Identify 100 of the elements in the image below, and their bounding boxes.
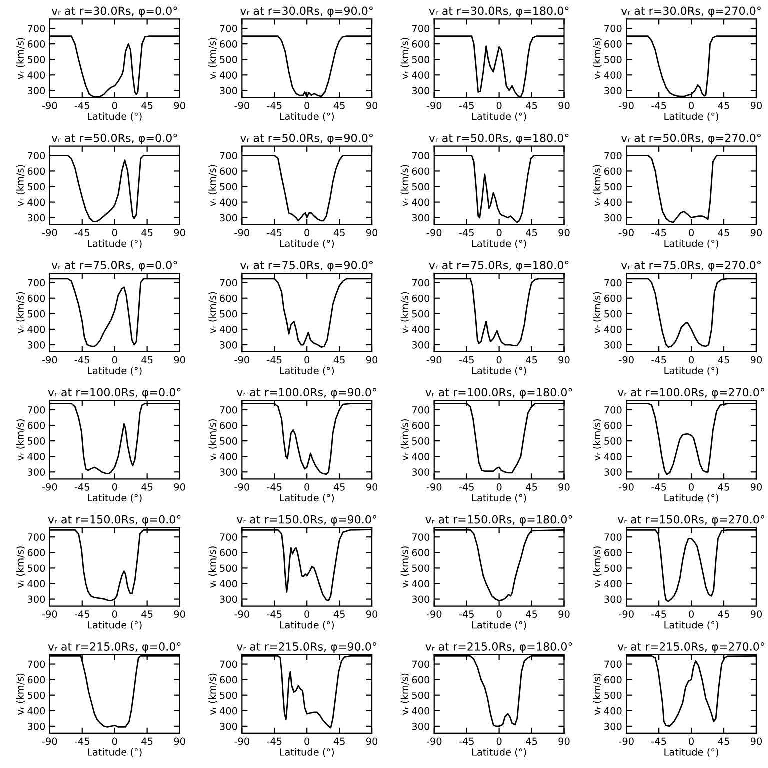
x-tick-label: 90 (558, 102, 570, 110)
y-tick-label: 700 (28, 279, 46, 287)
y-tick-label: 600 (412, 549, 430, 556)
y-tick-label: 300 (412, 87, 430, 95)
x-tick-label: 90 (366, 610, 378, 618)
chart-title: vᵣ at r=50.0Rs, φ=0.0° (52, 134, 178, 144)
x-tick-label: 45 (526, 102, 538, 110)
y-tick-label: 500 (412, 564, 430, 572)
y-tick-label: 300 (604, 596, 622, 604)
y-tick-label: 600 (220, 40, 238, 48)
y-tick-label: 400 (28, 707, 46, 715)
y-tick-label: 300 (604, 468, 622, 476)
y-tick-label: 600 (220, 549, 238, 556)
x-axis-title: Latitude (°) (280, 494, 334, 503)
x-axis-title: Latitude (°) (88, 621, 142, 630)
x-tick-label: 0 (496, 229, 502, 237)
y-axis-title: vᵣ (km/s) (400, 420, 410, 461)
x-tick-label: -90 (426, 229, 442, 237)
x-tick-label: 0 (112, 483, 118, 491)
y-tick-label: 300 (220, 722, 238, 730)
x-tick-label: -45 (459, 229, 474, 237)
x-axis-title: Latitude (°) (280, 112, 334, 122)
x-tick-label: 45 (334, 356, 345, 364)
y-tick-label: 300 (28, 214, 46, 222)
y-tick-label: 500 (604, 438, 622, 445)
x-tick-label: -90 (42, 102, 58, 110)
y-axis-title: vᵣ (km/s) (16, 420, 26, 461)
x-tick-label: -45 (74, 484, 90, 491)
y-tick-label: 400 (412, 707, 430, 715)
y-tick-label: 400 (220, 198, 238, 206)
y-axis-title: vᵣ (km/s) (593, 420, 602, 461)
y-tick-label: 700 (28, 660, 46, 668)
y-tick-label: 600 (28, 676, 46, 684)
y-tick-label: 400 (220, 453, 238, 460)
y-tick-label: 500 (220, 564, 238, 572)
x-tick-label: -90 (234, 102, 250, 110)
x-tick-label: -45 (652, 738, 666, 746)
y-tick-label: 300 (28, 722, 46, 730)
y-tick-label: 400 (28, 580, 46, 588)
x-tick-label: 0 (496, 483, 502, 491)
y-tick-label: 300 (220, 468, 238, 476)
y-axis-title: vᵣ (km/s) (208, 165, 218, 206)
y-tick-label: 500 (412, 56, 430, 64)
y-tick-label: 600 (604, 676, 622, 684)
y-tick-label: 700 (604, 152, 622, 160)
y-tick-label: 500 (604, 564, 622, 572)
x-tick-label: 45 (334, 102, 345, 110)
y-tick-label: 300 (604, 722, 622, 730)
y-tick-label: 400 (412, 580, 430, 588)
y-axis-title: vᵣ (km/s) (16, 546, 26, 588)
y-tick-label: 700 (412, 534, 430, 541)
y-tick-label: 600 (220, 422, 238, 430)
y-tick-label: 600 (412, 168, 430, 176)
x-tick-label: -45 (267, 484, 282, 491)
y-tick-label: 300 (412, 468, 430, 476)
y-tick-label: 500 (220, 692, 238, 700)
x-tick-label: -45 (74, 102, 90, 110)
y-tick-label: 300 (28, 468, 46, 476)
x-tick-label: 45 (142, 484, 153, 491)
y-tick-label: 400 (28, 198, 46, 206)
y-tick-label: 600 (28, 168, 46, 176)
x-tick-label: 90 (174, 738, 186, 746)
x-axis-title: Latitude (°) (664, 494, 718, 503)
y-tick-label: 500 (28, 183, 46, 191)
y-tick-label: 700 (220, 406, 238, 414)
x-tick-label: 0 (304, 610, 310, 618)
x-axis-title: Latitude (°) (472, 240, 526, 248)
x-tick-label: 45 (718, 102, 730, 110)
x-tick-label: 0 (496, 610, 502, 618)
x-tick-label: 45 (334, 484, 345, 491)
chart-title: vᵣ at r=150.0Rs, φ=180.0° (426, 515, 572, 526)
chart-title: vᵣ at r=50.0Rs, φ=270.0° (621, 134, 761, 144)
y-tick-label: 700 (220, 660, 238, 668)
x-axis-title: Latitude (°) (472, 494, 526, 503)
chart-title: vᵣ at r=75.0Rs, φ=90.0° (240, 261, 373, 272)
y-tick-label: 600 (604, 422, 622, 430)
y-axis-title: vᵣ (km/s) (16, 674, 26, 716)
y-tick-label: 300 (220, 596, 238, 604)
y-tick-label: 700 (604, 25, 622, 32)
x-tick-label: -45 (459, 102, 474, 110)
x-tick-label: -45 (74, 229, 90, 237)
y-tick-label: 500 (220, 438, 238, 445)
x-tick-label: 45 (718, 738, 730, 746)
x-tick-label: -45 (267, 229, 282, 237)
x-tick-label: -45 (652, 229, 666, 237)
y-tick-label: 500 (604, 183, 622, 191)
chart-title: vᵣ at r=75.0Rs, φ=0.0° (52, 261, 178, 272)
y-axis-title: vᵣ (km/s) (400, 292, 410, 334)
x-tick-label: 0 (689, 229, 694, 237)
y-tick-label: 700 (412, 660, 430, 668)
x-tick-label: 0 (304, 102, 310, 110)
y-tick-label: 400 (412, 453, 430, 460)
x-tick-label: 90 (174, 483, 186, 491)
x-tick-label: -45 (459, 484, 474, 491)
x-tick-label: 45 (526, 610, 538, 618)
y-tick-label: 300 (412, 341, 430, 349)
x-axis-title: Latitude (°) (472, 748, 526, 758)
y-tick-label: 500 (604, 310, 622, 318)
x-tick-label: -90 (42, 483, 58, 491)
x-tick-label: 0 (689, 102, 694, 110)
